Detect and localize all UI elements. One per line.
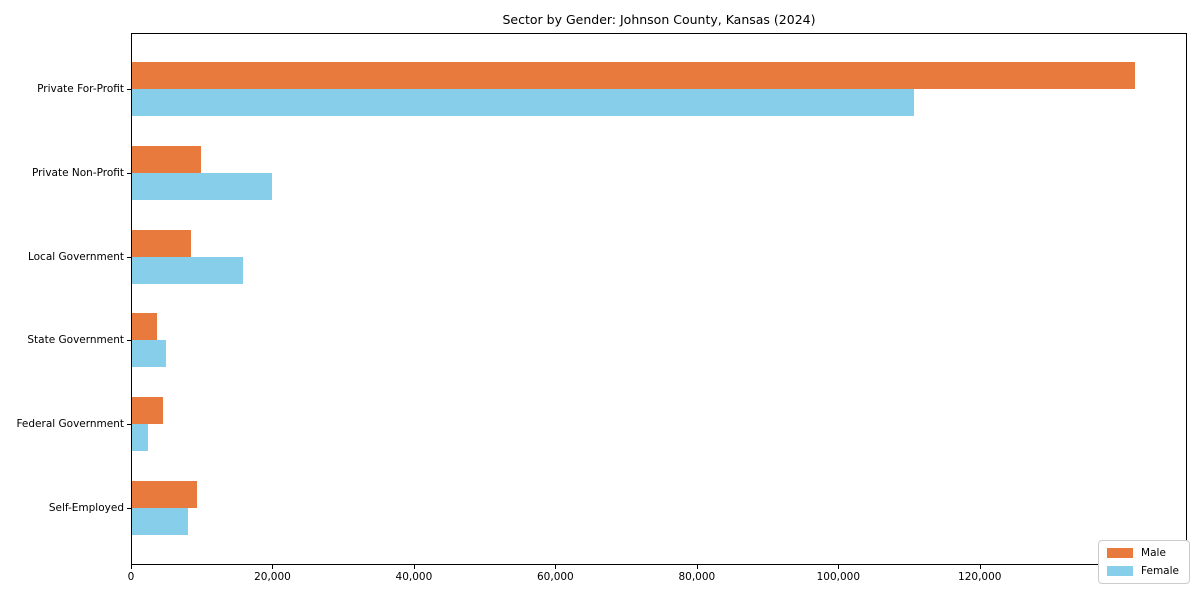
legend-label-male: Male (1141, 547, 1166, 559)
chart-title: Sector by Gender: Johnson County, Kansas… (502, 12, 816, 27)
x-tick-label: 20,000 (254, 571, 291, 583)
y-axis-tick (127, 256, 131, 258)
x-tick-label: 120,000 (958, 571, 1002, 583)
male-swatch (1107, 548, 1134, 558)
legend-label-female: Female (1141, 565, 1179, 577)
y-tick-label: Private For-Profit (37, 83, 124, 96)
female-bar (132, 507, 188, 535)
y-tick-label: Local Government (27, 250, 124, 263)
female-bar (132, 89, 914, 117)
female-bar (132, 256, 243, 284)
x-axis-tick (272, 565, 274, 569)
female-bar (132, 340, 167, 368)
male-bar (132, 397, 163, 425)
x-axis-tick (838, 565, 840, 569)
x-axis-tick (979, 565, 981, 569)
male-bar (132, 480, 198, 508)
y-axis-tick (127, 173, 131, 174)
female-bar (132, 424, 148, 452)
y-axis-tick (127, 424, 131, 426)
x-tick-label: 40,000 (395, 571, 433, 583)
x-tick-label: 80,000 (678, 571, 716, 583)
female-swatch (1107, 566, 1134, 576)
legend-item-male: Male (1107, 547, 1179, 559)
plot-area (131, 33, 1187, 565)
x-axis-tick (555, 565, 557, 569)
male-bar (132, 229, 192, 257)
female-bar (132, 173, 272, 200)
legend-item-female: Female (1107, 565, 1179, 577)
y-axis-tick (127, 507, 131, 509)
x-axis-tick (696, 565, 698, 569)
x-axis-tick (413, 565, 415, 569)
y-axis-tick (127, 340, 131, 342)
male-bar (132, 62, 1136, 90)
x-tick-label: 0 (127, 571, 135, 583)
male-bar (132, 146, 202, 173)
x-axis-tick (131, 565, 132, 569)
y-tick-label: State Government (27, 334, 124, 347)
male-bar (132, 313, 158, 341)
x-tick-label: 100,000 (816, 571, 861, 583)
y-axis-tick (127, 89, 131, 91)
x-tick-label: 60,000 (537, 571, 574, 583)
y-tick-label: Federal Government (16, 418, 124, 431)
legend: Male Female (1098, 540, 1190, 584)
y-tick-label: Private Non-Profit (31, 167, 124, 179)
y-tick-label: Self-Employed (48, 501, 124, 514)
